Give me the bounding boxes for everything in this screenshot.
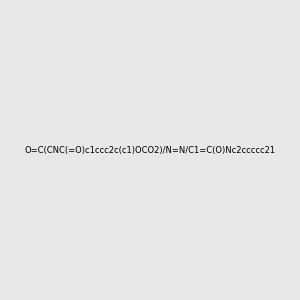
- Text: O=C(CNC(=O)c1ccc2c(c1)OCO2)/N=N/C1=C(O)Nc2ccccc21: O=C(CNC(=O)c1ccc2c(c1)OCO2)/N=N/C1=C(O)N…: [24, 146, 276, 154]
